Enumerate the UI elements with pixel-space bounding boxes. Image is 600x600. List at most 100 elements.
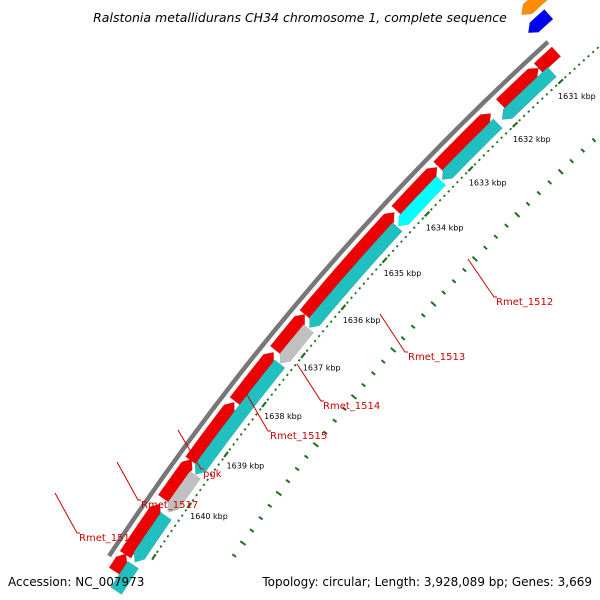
- ruler-major-tick: [340, 304, 347, 311]
- ruler-label: 1639 kbp: [227, 462, 265, 471]
- inner-tick: [420, 313, 426, 318]
- inner-tick: [285, 479, 291, 484]
- ruler-minor-tick: [473, 162, 477, 166]
- accession-label: Accession: NC_007973: [8, 575, 144, 589]
- ruler-minor-tick: [239, 432, 243, 436]
- ruler-minor-tick: [582, 59, 586, 62]
- inner-tick: [483, 245, 488, 251]
- ruler-minor-tick: [228, 447, 232, 451]
- ruler-minor-tick: [184, 509, 188, 512]
- ruler-minor-tick: [573, 67, 576, 71]
- label-leader-line: [379, 313, 408, 353]
- ruler-minor-tick: [217, 463, 221, 466]
- ruler-minor-tick: [374, 268, 378, 271]
- reverse-gene-arrow: [194, 359, 286, 475]
- reverse-gene-arrow: [110, 560, 140, 595]
- ruler-label: 1635 kbp: [384, 269, 422, 278]
- inner-tick: [400, 336, 406, 341]
- ruler-minor-tick: [455, 180, 459, 184]
- inner-tick: [547, 180, 553, 185]
- label-leader-line: [54, 492, 80, 534]
- inner-tick: [322, 430, 328, 435]
- ruler-minor-tick: [243, 427, 247, 431]
- ruler-minor-tick: [173, 524, 177, 528]
- ruler-minor-tick: [346, 301, 349, 304]
- inner-tick: [525, 201, 531, 207]
- ruler-minor-tick: [329, 320, 333, 324]
- label-leader-line: [177, 429, 204, 470]
- inner-tick: [493, 234, 499, 240]
- ruler-minor-tick: [209, 473, 213, 477]
- inner-tick: [231, 553, 237, 558]
- ruler-minor-tick: [563, 75, 567, 79]
- reverse-gene-arrow: [309, 222, 403, 328]
- ruler-minor-tick: [358, 286, 362, 290]
- ruler-minor-tick: [527, 110, 531, 114]
- ruler-minor-tick: [297, 358, 301, 362]
- inner-tick: [430, 301, 437, 307]
- ruler-major-tick: [424, 210, 431, 218]
- ruler-label: 1631 kbp: [558, 92, 596, 101]
- ruler-minor-tick: [421, 217, 425, 220]
- inner-tick: [258, 515, 264, 521]
- ruler-minor-tick: [191, 498, 195, 502]
- ruler-minor-tick: [491, 145, 495, 149]
- ruler-minor-tick: [387, 254, 391, 257]
- inner-tick: [471, 255, 478, 262]
- ruler-minor-tick: [325, 325, 329, 328]
- ruler-minor-tick: [518, 118, 522, 122]
- gene-label: Rmet_1513: [408, 352, 465, 363]
- map-title: Ralstonia metallidurans CH34 chromosome …: [93, 10, 507, 25]
- inner-tick: [239, 540, 247, 546]
- ruler-minor-tick: [285, 373, 289, 377]
- gene-label: Rmet_1515: [270, 431, 327, 442]
- ruler-label: 1634 kbp: [426, 223, 464, 232]
- inner-tick: [462, 267, 467, 273]
- ruler-major-tick: [557, 78, 564, 85]
- inner-tick: [441, 290, 447, 295]
- ruler-major-tick: [186, 502, 193, 509]
- ruler-minor-tick: [180, 514, 184, 517]
- inner-tick: [341, 406, 347, 411]
- gene-features: [108, 0, 562, 595]
- inner-tick: [294, 466, 300, 472]
- ruler-minor-tick: [251, 417, 254, 421]
- ruler-minor-tick: [379, 263, 382, 267]
- ruler-minor-tick: [464, 171, 468, 175]
- ruler-minor-tick: [163, 540, 166, 543]
- chromosome-backbone: [107, 40, 550, 558]
- ruler-minor-tick: [282, 378, 285, 382]
- inner-tick: [557, 168, 564, 175]
- ruler-major-tick: [300, 352, 306, 359]
- reverse-gene-arrow: [501, 66, 557, 120]
- ruler-minor-tick: [434, 203, 438, 207]
- inner-tick: [332, 418, 338, 423]
- ruler-minor-tick: [258, 408, 262, 411]
- ruler-minor-tick: [442, 194, 446, 198]
- ruler-label: 1632 kbp: [513, 135, 551, 144]
- ruler-minor-tick: [400, 240, 403, 243]
- ruler-minor-tick: [509, 127, 513, 131]
- inner-tick: [451, 278, 457, 284]
- inner-tick: [410, 324, 416, 330]
- ruler-minor-tick: [554, 84, 558, 88]
- orange-feature-arrow: [521, 0, 548, 15]
- ruler-major-tick: [151, 553, 157, 561]
- ruler-minor-tick: [362, 282, 366, 286]
- gene-label: Rmet_1517: [141, 500, 198, 511]
- ruler-minor-tick: [278, 383, 281, 387]
- ruler-minor-tick: [293, 363, 297, 367]
- label-leader-line: [467, 258, 497, 298]
- ruler-minor-tick: [500, 136, 504, 140]
- ruler-major-tick: [512, 121, 519, 128]
- ruler-minor-tick: [587, 54, 590, 58]
- backbone-arc: [107, 40, 550, 558]
- inner-tick: [536, 190, 542, 196]
- ruler-minor-tick: [170, 529, 173, 533]
- inner-tick: [370, 371, 376, 376]
- ruler-minor-tick: [166, 534, 170, 538]
- inner-tick: [267, 503, 273, 508]
- inner-tick: [390, 347, 397, 353]
- ruler-minor-tick: [202, 483, 206, 487]
- ruler-minor-tick: [266, 398, 270, 401]
